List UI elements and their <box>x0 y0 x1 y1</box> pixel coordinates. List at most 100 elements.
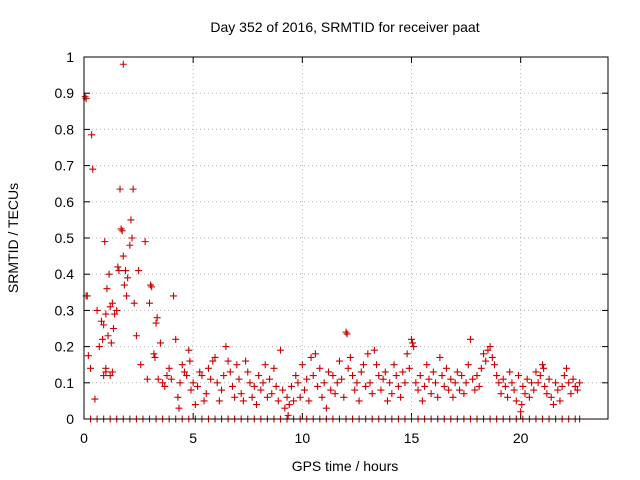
data-point <box>213 379 221 387</box>
data-point <box>504 393 512 401</box>
data-point <box>244 368 252 376</box>
data-point <box>222 343 230 351</box>
data-point <box>469 375 477 383</box>
data-point <box>128 234 136 242</box>
data-point <box>530 386 538 394</box>
data-point <box>397 393 405 401</box>
data-point <box>127 216 135 224</box>
data-point <box>204 364 212 372</box>
data-point <box>346 353 354 361</box>
data-point <box>471 386 479 394</box>
data-point <box>104 332 112 340</box>
data-point <box>294 379 302 387</box>
data-point <box>290 397 298 405</box>
data-point <box>148 283 156 291</box>
y-tick-label: 0.7 <box>55 158 75 174</box>
data-point <box>151 353 159 361</box>
data-point <box>368 390 376 398</box>
data-point <box>355 397 363 405</box>
data-point <box>196 368 204 376</box>
x-tick-label: 5 <box>189 430 197 446</box>
data-point <box>186 357 194 365</box>
data-point <box>416 372 424 380</box>
data-point <box>292 372 300 380</box>
data-point <box>91 395 99 403</box>
data-point <box>283 393 291 401</box>
data-point <box>340 393 348 401</box>
data-point <box>453 368 461 376</box>
data-point <box>344 364 352 372</box>
data-point <box>338 375 346 383</box>
data-point <box>518 401 526 409</box>
data-point <box>100 372 108 380</box>
data-point <box>399 368 407 376</box>
data-point <box>100 321 108 329</box>
data-point <box>87 364 95 372</box>
data-point <box>263 393 271 401</box>
data-point <box>153 314 161 322</box>
chart-title: Day 352 of 2016, SRMTID for receiver paa… <box>210 19 479 35</box>
y-tick-label: 1 <box>66 49 74 65</box>
data-point <box>301 386 309 394</box>
data-point <box>401 379 409 387</box>
data-point <box>99 335 107 343</box>
data-point <box>394 382 402 390</box>
data-point <box>440 382 448 390</box>
data-point <box>215 397 223 405</box>
data-point <box>228 382 236 390</box>
data-point <box>220 372 228 380</box>
data-point <box>427 390 435 398</box>
y-tick-label: 0 <box>66 411 74 427</box>
data-point <box>512 397 520 405</box>
data-point <box>383 397 391 405</box>
data-point <box>370 346 378 354</box>
data-point <box>493 372 501 380</box>
data-point <box>224 357 232 365</box>
data-point <box>325 368 333 376</box>
data-point <box>565 379 573 387</box>
tick-layer: 00.10.20.30.40.50.60.70.80.910 5 10 15 20 <box>55 49 608 446</box>
data-points <box>81 60 584 423</box>
data-point <box>460 390 468 398</box>
data-point <box>425 375 433 383</box>
data-point <box>462 379 470 387</box>
data-point <box>377 386 385 394</box>
data-point <box>174 393 182 401</box>
data-point <box>296 393 304 401</box>
data-point <box>409 339 417 347</box>
data-point <box>558 382 566 390</box>
data-point <box>357 368 365 376</box>
data-point <box>381 368 389 376</box>
data-point <box>170 292 178 300</box>
data-point <box>114 263 122 271</box>
data-point <box>335 357 343 365</box>
data-point <box>135 267 143 275</box>
data-point <box>506 368 514 376</box>
data-point <box>484 346 492 354</box>
data-point <box>83 292 91 300</box>
data-point <box>309 372 317 380</box>
data-point <box>386 379 394 387</box>
data-point <box>231 393 239 401</box>
data-point <box>442 364 450 372</box>
data-point <box>119 60 127 68</box>
data-point <box>113 306 121 314</box>
data-point <box>255 372 263 380</box>
data-point <box>473 372 481 380</box>
data-point <box>102 310 110 318</box>
data-point <box>200 397 208 405</box>
data-point <box>556 397 564 405</box>
data-point <box>445 386 453 394</box>
data-point <box>242 357 250 365</box>
data-point <box>141 238 149 246</box>
data-point <box>115 267 123 275</box>
data-point <box>146 299 153 307</box>
data-point <box>534 379 542 387</box>
data-point <box>464 361 472 369</box>
data-point <box>318 393 326 401</box>
data-point <box>525 393 533 401</box>
data-point <box>178 361 186 369</box>
data-point <box>576 379 584 387</box>
data-point <box>284 411 292 419</box>
